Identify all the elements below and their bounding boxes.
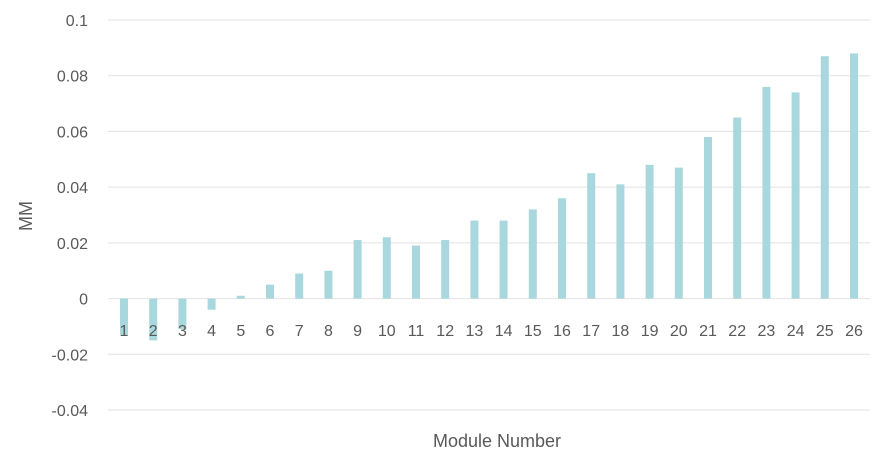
bar (558, 198, 566, 299)
y-tick-label: -0.04 (52, 403, 89, 420)
x-tick-label: 6 (266, 323, 275, 340)
bar (324, 270, 333, 299)
x-tick-label: 1 (120, 323, 129, 340)
bar (850, 53, 858, 299)
y-tick-label: 0.1 (66, 13, 88, 30)
bar (120, 298, 128, 335)
bar (704, 137, 712, 299)
x-axis-ticks: 1 2 3 4 5 6 7 8 9 10 11 12 13 14 15 16 17 18 19 20 21 22 23 24 2… (120, 323, 863, 340)
x-tick-label: 22 (728, 323, 746, 340)
bar (528, 209, 537, 299)
bar (791, 92, 800, 299)
x-tick-label: 21 (699, 323, 717, 340)
bar (382, 237, 391, 299)
y-axis-ticks: 0.1 0.08 0.06 0.04 0.02 0 -0.02 -0.04 (52, 13, 89, 420)
x-axis-label: Module Number (433, 431, 561, 451)
x-tick-label: 23 (758, 323, 776, 340)
bar (178, 298, 187, 330)
bar (412, 245, 420, 299)
x-tick-label: 11 (408, 323, 425, 340)
bar (762, 86, 771, 299)
x-tick-label: 7 (295, 323, 304, 340)
x-tick-label: 20 (670, 323, 688, 340)
bar (266, 284, 274, 299)
x-tick-label: 19 (641, 323, 659, 340)
x-tick-label: 10 (378, 323, 396, 340)
x-tick-label: 9 (353, 323, 362, 340)
x-tick-label: 2 (149, 323, 158, 340)
bar (207, 298, 216, 310)
y-tick-label: 0 (79, 292, 88, 309)
y-tick-label: 0.02 (57, 236, 88, 253)
x-tick-label: 25 (816, 323, 834, 340)
y-axis-label: MM (16, 201, 36, 231)
x-tick-label: 17 (582, 323, 600, 340)
bar (441, 240, 450, 299)
gridlines (108, 19, 870, 411)
x-tick-label: 3 (178, 323, 187, 340)
x-tick-label: 24 (787, 323, 805, 340)
bar (587, 173, 596, 299)
x-tick-label: 18 (612, 323, 630, 340)
bar (645, 164, 654, 299)
x-tick-label: 14 (495, 323, 513, 340)
x-tick-label: 12 (436, 323, 454, 340)
bar (470, 220, 479, 299)
bar (674, 167, 683, 299)
y-tick-label: 0.06 (57, 124, 88, 141)
bar (499, 220, 508, 299)
x-tick-label: 4 (207, 323, 216, 340)
bar (353, 240, 362, 299)
x-tick-label: 26 (845, 323, 863, 340)
bar (616, 184, 625, 299)
x-tick-label: 5 (236, 323, 245, 340)
x-tick-label: 13 (466, 323, 484, 340)
y-tick-label: 0.04 (57, 180, 88, 197)
bar (820, 56, 829, 299)
y-tick-label: -0.02 (52, 347, 89, 364)
x-tick-label: 15 (524, 323, 542, 340)
bar (733, 117, 742, 299)
y-tick-label: 0.08 (57, 69, 88, 86)
bar (149, 298, 158, 341)
bar (295, 273, 304, 299)
bar (236, 295, 245, 299)
x-tick-label: 8 (324, 323, 333, 340)
x-tick-label: 16 (553, 323, 571, 340)
bars (120, 53, 858, 341)
